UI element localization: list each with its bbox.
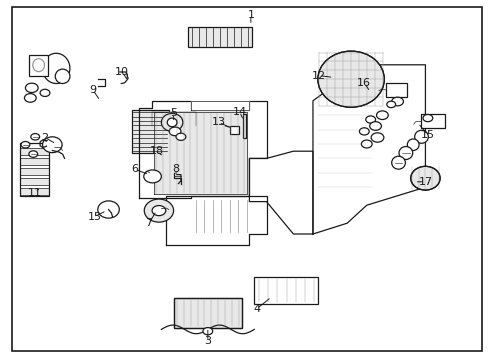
Ellipse shape — [365, 116, 375, 123]
Ellipse shape — [391, 156, 405, 169]
Ellipse shape — [398, 147, 412, 159]
Polygon shape — [249, 151, 312, 234]
Text: 4: 4 — [253, 304, 260, 314]
Bar — [420, 114, 444, 128]
Text: 3: 3 — [204, 336, 211, 346]
Text: 8: 8 — [172, 164, 179, 174]
Ellipse shape — [203, 328, 212, 335]
Text: 15: 15 — [420, 130, 434, 140]
Text: 6: 6 — [131, 164, 138, 174]
Ellipse shape — [391, 97, 403, 106]
Text: 14: 14 — [232, 107, 246, 117]
Ellipse shape — [167, 118, 177, 127]
Text: 1: 1 — [247, 10, 254, 20]
Ellipse shape — [42, 53, 70, 84]
Ellipse shape — [317, 51, 384, 107]
Ellipse shape — [152, 206, 165, 216]
Ellipse shape — [55, 69, 70, 84]
Ellipse shape — [361, 140, 371, 148]
Bar — [20, 143, 49, 196]
Ellipse shape — [31, 134, 40, 140]
Ellipse shape — [414, 130, 427, 143]
Bar — [188, 27, 251, 47]
Bar — [386, 83, 406, 97]
Ellipse shape — [169, 127, 181, 136]
Ellipse shape — [29, 151, 38, 157]
Text: 10: 10 — [115, 67, 129, 77]
Ellipse shape — [359, 128, 368, 135]
Polygon shape — [190, 101, 249, 110]
Bar — [20, 168, 49, 175]
Ellipse shape — [143, 170, 161, 183]
Text: 2: 2 — [41, 132, 48, 143]
Bar — [254, 277, 317, 304]
Text: 11: 11 — [28, 188, 42, 198]
Ellipse shape — [21, 141, 30, 148]
Polygon shape — [154, 112, 246, 194]
Polygon shape — [139, 101, 266, 198]
Bar — [173, 298, 242, 328]
Text: 7: 7 — [145, 218, 152, 228]
Ellipse shape — [376, 111, 387, 120]
Text: 17: 17 — [418, 177, 431, 187]
Bar — [20, 158, 49, 165]
Bar — [229, 126, 238, 134]
Bar — [29, 55, 48, 76]
Text: 18: 18 — [149, 146, 163, 156]
Ellipse shape — [161, 113, 183, 131]
Bar — [20, 188, 49, 195]
Bar — [242, 114, 246, 138]
Ellipse shape — [25, 83, 38, 93]
Text: 16: 16 — [357, 78, 370, 88]
Bar — [20, 148, 49, 155]
Ellipse shape — [422, 114, 432, 122]
Text: 15: 15 — [87, 212, 101, 222]
Ellipse shape — [407, 139, 418, 150]
Ellipse shape — [176, 133, 185, 140]
Ellipse shape — [369, 122, 381, 130]
Ellipse shape — [410, 166, 439, 190]
Text: 12: 12 — [311, 71, 325, 81]
Text: 9: 9 — [89, 85, 96, 95]
Ellipse shape — [33, 59, 44, 72]
Ellipse shape — [40, 89, 50, 96]
Ellipse shape — [370, 133, 383, 142]
Polygon shape — [166, 196, 266, 245]
Text: 5: 5 — [170, 108, 177, 118]
Ellipse shape — [24, 94, 36, 102]
Bar — [173, 298, 242, 328]
Polygon shape — [312, 65, 425, 234]
Ellipse shape — [42, 137, 62, 153]
Text: 13: 13 — [211, 117, 225, 127]
Ellipse shape — [144, 199, 173, 222]
Ellipse shape — [386, 101, 395, 108]
Bar — [20, 178, 49, 185]
Bar — [132, 110, 168, 153]
Ellipse shape — [98, 201, 119, 218]
